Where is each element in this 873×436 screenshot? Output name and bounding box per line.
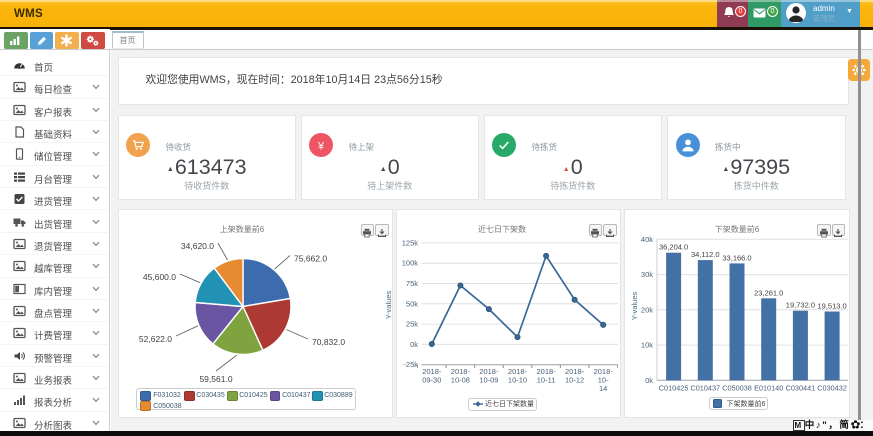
svg-text:Y-values: Y-values: [384, 291, 393, 320]
svg-text:2018-: 2018-: [508, 367, 528, 376]
svg-text:40k: 40k: [641, 235, 653, 244]
svg-text:10k: 10k: [641, 341, 653, 350]
svg-text:09-30: 09-30: [422, 376, 441, 385]
svg-text:C030432: C030432: [817, 384, 847, 393]
svg-text:Y-values: Y-values: [630, 292, 639, 321]
svg-text:52,622.0: 52,622.0: [139, 334, 172, 344]
svg-text:2018-: 2018-: [479, 367, 499, 376]
svg-text:34,112.0: 34,112.0: [691, 250, 720, 259]
svg-text:34,620.0: 34,620.0: [181, 241, 214, 251]
svg-text:-25k: -25k: [403, 360, 418, 369]
svg-text:C030441: C030441: [786, 384, 816, 393]
svg-text:59,561.0: 59,561.0: [199, 374, 232, 384]
svg-text:23,261.0: 23,261.0: [754, 288, 783, 297]
svg-text:10-10: 10-10: [508, 376, 527, 385]
svg-text:70,832.0: 70,832.0: [312, 337, 345, 347]
svg-text:45,600.0: 45,600.0: [143, 272, 176, 282]
svg-text:50k: 50k: [406, 299, 418, 308]
svg-text:C010437: C010437: [690, 384, 720, 393]
svg-text:2018-: 2018-: [451, 367, 471, 376]
svg-text:近七日下架数: 近七日下架数: [478, 224, 526, 234]
svg-text:2018-: 2018-: [422, 367, 442, 376]
svg-text:C050038: C050038: [722, 384, 752, 393]
svg-text:10-09: 10-09: [479, 376, 498, 385]
svg-text:14: 14: [599, 384, 607, 393]
svg-text:10-11: 10-11: [537, 376, 556, 385]
svg-text:125k: 125k: [402, 238, 419, 247]
svg-text:2018-: 2018-: [594, 367, 614, 376]
svg-text:E010140: E010140: [754, 384, 783, 393]
svg-text:100k: 100k: [402, 259, 419, 268]
svg-text:75k: 75k: [406, 279, 418, 288]
svg-text:30k: 30k: [641, 270, 653, 279]
svg-text:0k: 0k: [645, 376, 653, 385]
svg-text:10-12: 10-12: [565, 376, 584, 385]
svg-text:36,204.0: 36,204.0: [659, 243, 688, 252]
svg-text:0k: 0k: [410, 340, 418, 349]
svg-text:10-: 10-: [598, 376, 609, 385]
svg-text:2018-: 2018-: [537, 367, 557, 376]
svg-text:19,513.0: 19,513.0: [817, 302, 846, 311]
svg-text:C010425: C010425: [659, 384, 689, 393]
svg-text:25k: 25k: [406, 320, 418, 329]
svg-text:19,732.0: 19,732.0: [786, 301, 815, 310]
svg-text:75,662.0: 75,662.0: [294, 254, 327, 264]
svg-text:20k: 20k: [641, 305, 653, 314]
svg-text:上架数量前6: 上架数量前6: [220, 224, 265, 234]
svg-text:33,166.0: 33,166.0: [722, 253, 751, 262]
svg-text:2018-: 2018-: [565, 367, 585, 376]
svg-text:10-08: 10-08: [451, 376, 470, 385]
svg-text:¥: ¥: [317, 140, 325, 152]
svg-text:下架数量前6: 下架数量前6: [715, 224, 760, 234]
